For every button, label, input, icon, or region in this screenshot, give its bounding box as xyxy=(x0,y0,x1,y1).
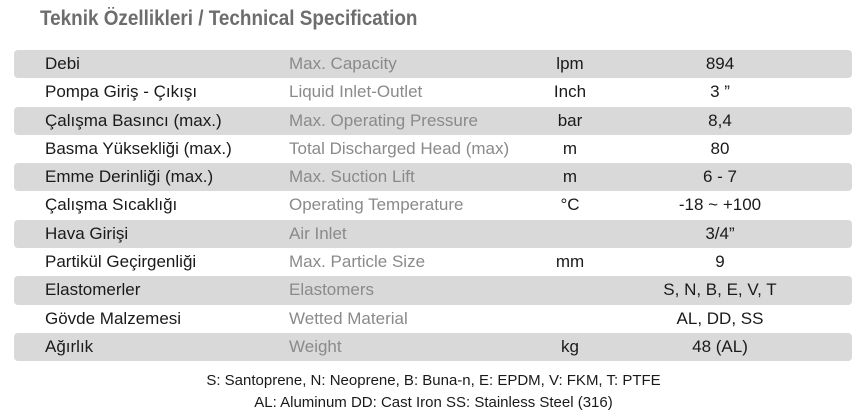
spec-row: Pompa Giriş - Çıkışı Liquid Inlet-Outlet I… xyxy=(14,78,852,106)
turkish-label: Çalışma Sıcaklığı xyxy=(45,195,178,215)
spec-row: Elastomerler Elastomers S, N, B, E, V, T xyxy=(14,276,852,305)
english-label: Max. Capacity xyxy=(289,54,397,73)
english-label: Weight xyxy=(289,336,342,356)
turkish-label: Emme Derinliği (max.) xyxy=(45,167,214,187)
footnote: AL: Aluminum DD: Cast Iron SS: Stainless… xyxy=(254,394,613,411)
english-label: Total Discharged Head (max) xyxy=(289,138,510,158)
spec-row: Basma Yüksekliği (max.) Total Discharged … xyxy=(14,135,852,163)
title: Teknik Özellikleri / Technical Specifica… xyxy=(40,7,418,30)
spec-row: Emme Derinliği (max.) Max. Suction Lift m 6… xyxy=(14,163,852,192)
unit: °C xyxy=(560,195,580,215)
spec-table: Debi Max. Capacity lpm 894 Pompa Giriş - Çık… xyxy=(14,50,852,362)
turkish-label: Debi xyxy=(45,54,80,73)
value: 3/4” xyxy=(705,223,735,243)
unit: mm xyxy=(555,252,585,272)
unit: kg xyxy=(561,336,579,356)
value: 3 ” xyxy=(710,82,730,102)
turkish-label: Basma Yüksekliği (max.) xyxy=(45,138,232,158)
value: 6 - 7 xyxy=(702,167,738,187)
english-label: Wetted Material xyxy=(289,308,408,328)
turkish-label: Hava Girişi xyxy=(45,223,129,243)
spec-row: Debi Max. Capacity lpm 894 xyxy=(14,50,852,79)
turkish-label: Pompa Giriş - Çıkışı xyxy=(45,82,198,102)
value: 48 (AL) xyxy=(692,336,748,356)
english-label: Max. Particle Size xyxy=(289,252,426,272)
unit: m xyxy=(562,138,578,158)
english-label: Elastomers xyxy=(289,280,375,300)
turkish-label: Elastomerler xyxy=(45,280,141,300)
unit: Inch xyxy=(553,82,587,102)
turkish-label: Partikül Geçirgenliği xyxy=(45,252,197,272)
turkish-label: Çalışma Basıncı (max.) xyxy=(45,110,222,130)
turkish-label: Gövde Malzemesi xyxy=(45,308,182,328)
footnote: S: Santoprene, N: Neoprene, B: Buna-n, E… xyxy=(206,372,661,389)
value: 80 xyxy=(710,138,730,158)
value: 8,4 xyxy=(708,110,732,130)
value: 894 xyxy=(705,54,735,73)
value: S, N, B, E, V, T xyxy=(663,280,777,300)
value: 9 xyxy=(715,252,725,272)
spec-row: Çalışma Basıncı (max.) Max. Operating Pre… xyxy=(14,106,852,135)
spec-row: Hava Girişi Air Inlet 3/4” xyxy=(14,219,852,249)
spec-row: Çalışma Sıcaklığı Operating Temperature °C… xyxy=(14,191,852,219)
value: -18 ~ +100 xyxy=(678,195,762,215)
value: AL, DD, SS xyxy=(676,308,764,328)
english-label: Max. Operating Pressure xyxy=(289,110,478,130)
unit: lpm xyxy=(556,54,584,73)
unit: m xyxy=(562,167,578,187)
english-label: Max. Suction Lift xyxy=(289,167,415,187)
unit: bar xyxy=(557,110,583,130)
english-label: Operating Temperature xyxy=(289,195,464,215)
turkish-label: Ağırlık xyxy=(45,336,94,356)
english-label: Air Inlet xyxy=(289,223,347,243)
english-label: Liquid Inlet-Outlet xyxy=(289,82,423,102)
spec-row: Gövde Malzemesi Wetted Material AL, DD, SS xyxy=(14,305,852,333)
spec-row: Ağırlık Weight kg 48 (AL) xyxy=(14,332,852,362)
spec-row: Partikül Geçirgenliği Max. Particle Size m… xyxy=(14,248,852,276)
